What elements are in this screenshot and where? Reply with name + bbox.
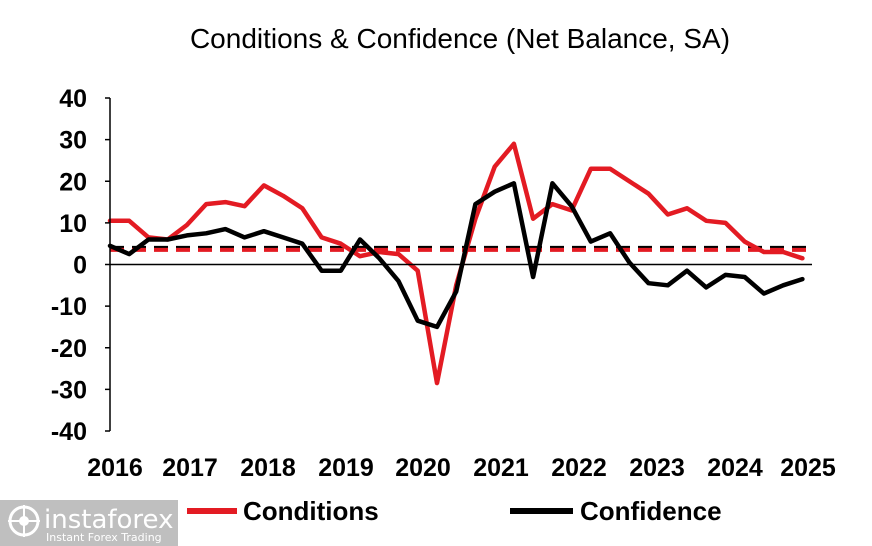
x-tick-labels: 2016 2017 2018 2019 2020 2021 2022 2023 2024 2025 [87,454,836,482]
instaforex-logo-icon [8,505,40,537]
y-tick-label: -10 [51,293,87,321]
y-tick-labels: 40 30 20 10 0 -10 -20 -30 -40 [51,85,87,446]
series-line-conditions [107,141,805,386]
y-tick-label: 0 [73,252,87,280]
series-line-confidence [107,181,805,330]
watermark: instaforex Instant Forex Trading [0,500,178,546]
y-tick-label: 30 [59,127,87,155]
x-tick-label: 2018 [240,454,296,482]
x-tick-label: 2019 [318,454,374,482]
x-tick-label: 2022 [551,454,607,482]
y-tick-label: 10 [59,210,87,238]
legend-label-conditions: Conditions [243,496,379,526]
y-tick-label: -30 [51,376,87,404]
legend: Conditions Confidence [187,496,722,526]
x-tick-label: 2021 [473,454,529,482]
x-tick-label: 2023 [629,454,685,482]
x-tick-label: 2016 [87,454,143,482]
x-tick-label: 2020 [395,454,451,482]
chart-title: Conditions & Confidence (Net Balance, SA… [190,23,730,54]
watermark-brand: instaforex [44,505,173,535]
legend-label-confidence: Confidence [580,496,722,526]
y-tick-label: -40 [51,418,87,446]
x-tick-label: 2017 [162,454,218,482]
y-tick-label: 20 [59,168,87,196]
reference-lines [110,245,812,252]
y-tick-label: 40 [59,85,87,113]
series-lines [107,141,805,386]
axes [105,97,812,432]
x-tick-label: 2024 [707,454,763,482]
y-tick-label: -20 [51,335,87,363]
watermark-tagline: Instant Forex Trading [46,531,162,544]
x-tick-label: 2025 [780,454,836,482]
